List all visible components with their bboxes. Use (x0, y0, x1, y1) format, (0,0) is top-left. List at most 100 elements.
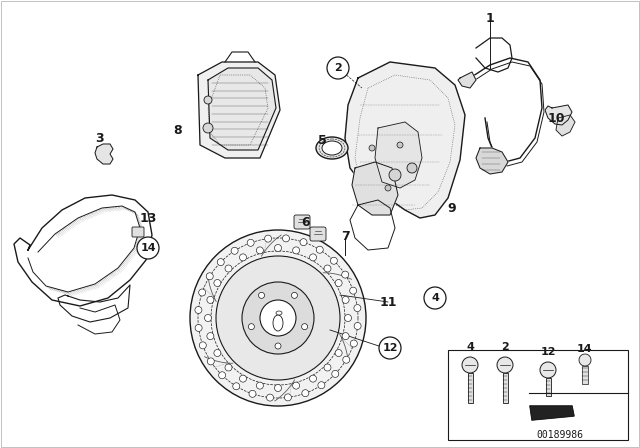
Circle shape (275, 245, 282, 251)
Circle shape (369, 145, 375, 151)
Circle shape (264, 235, 271, 242)
Text: 1: 1 (486, 12, 494, 25)
Circle shape (207, 332, 214, 340)
Circle shape (579, 354, 591, 366)
Circle shape (424, 287, 446, 309)
Polygon shape (476, 148, 508, 174)
Bar (546, 378, 551, 396)
Circle shape (332, 370, 339, 377)
Text: 10: 10 (547, 112, 564, 125)
FancyBboxPatch shape (132, 227, 144, 237)
Circle shape (350, 340, 357, 347)
Ellipse shape (322, 141, 342, 155)
Text: 5: 5 (317, 134, 326, 146)
Circle shape (206, 273, 213, 280)
Circle shape (318, 382, 325, 389)
Ellipse shape (273, 315, 283, 331)
Circle shape (216, 256, 340, 380)
Circle shape (282, 235, 289, 242)
Polygon shape (208, 68, 276, 150)
Circle shape (397, 142, 403, 148)
Circle shape (242, 282, 314, 354)
Text: 9: 9 (448, 202, 456, 215)
Text: 3: 3 (96, 132, 104, 145)
Circle shape (300, 239, 307, 246)
Circle shape (239, 254, 246, 261)
Polygon shape (345, 62, 465, 218)
Circle shape (248, 323, 254, 330)
Circle shape (335, 280, 342, 287)
Circle shape (225, 265, 232, 272)
Circle shape (540, 362, 556, 378)
Text: 13: 13 (140, 211, 157, 224)
Circle shape (260, 300, 296, 336)
FancyBboxPatch shape (310, 227, 326, 241)
Circle shape (324, 265, 331, 272)
Text: 14: 14 (140, 243, 156, 253)
Circle shape (204, 96, 212, 104)
Polygon shape (375, 122, 422, 188)
Bar (468, 373, 473, 403)
Circle shape (207, 358, 214, 365)
Circle shape (292, 247, 300, 254)
Polygon shape (198, 62, 280, 158)
Text: 12: 12 (540, 347, 556, 357)
Circle shape (195, 306, 202, 314)
Text: 00189986: 00189986 (536, 430, 584, 440)
Circle shape (225, 364, 232, 371)
Circle shape (379, 337, 401, 359)
FancyBboxPatch shape (294, 215, 310, 229)
Text: 14: 14 (577, 344, 593, 354)
Bar (448, 350, 628, 440)
Circle shape (239, 375, 246, 382)
Polygon shape (95, 144, 113, 164)
Circle shape (344, 314, 351, 322)
Polygon shape (352, 162, 398, 215)
Circle shape (217, 258, 224, 266)
Circle shape (342, 297, 349, 303)
Circle shape (292, 382, 300, 389)
Polygon shape (556, 115, 575, 136)
Circle shape (219, 372, 226, 379)
Circle shape (342, 332, 349, 340)
Circle shape (195, 324, 202, 332)
Circle shape (233, 383, 240, 390)
Text: 11: 11 (380, 296, 397, 309)
Circle shape (249, 390, 256, 397)
Text: 6: 6 (301, 215, 310, 228)
Circle shape (301, 323, 308, 330)
Circle shape (330, 257, 337, 264)
Circle shape (231, 247, 238, 254)
Circle shape (205, 314, 211, 322)
Polygon shape (545, 105, 572, 125)
Circle shape (291, 293, 298, 298)
Circle shape (275, 384, 282, 392)
Circle shape (214, 349, 221, 357)
Circle shape (266, 394, 273, 401)
Circle shape (462, 357, 478, 373)
Text: 8: 8 (173, 124, 182, 137)
Circle shape (324, 364, 331, 371)
Text: 2: 2 (334, 63, 342, 73)
Circle shape (407, 163, 417, 173)
Polygon shape (458, 72, 476, 88)
Circle shape (190, 230, 366, 406)
Circle shape (389, 169, 401, 181)
Bar (503, 373, 508, 403)
Circle shape (354, 323, 361, 329)
Text: 12: 12 (382, 343, 397, 353)
Circle shape (310, 375, 317, 382)
Circle shape (198, 289, 205, 296)
Circle shape (354, 305, 361, 311)
Circle shape (207, 297, 214, 303)
Circle shape (302, 390, 309, 396)
Text: 2: 2 (501, 342, 509, 352)
Circle shape (275, 343, 281, 349)
Polygon shape (530, 406, 574, 420)
Circle shape (247, 239, 254, 246)
Circle shape (316, 246, 323, 253)
Circle shape (385, 185, 391, 191)
Circle shape (137, 237, 159, 259)
Circle shape (284, 394, 291, 401)
Circle shape (497, 357, 513, 373)
